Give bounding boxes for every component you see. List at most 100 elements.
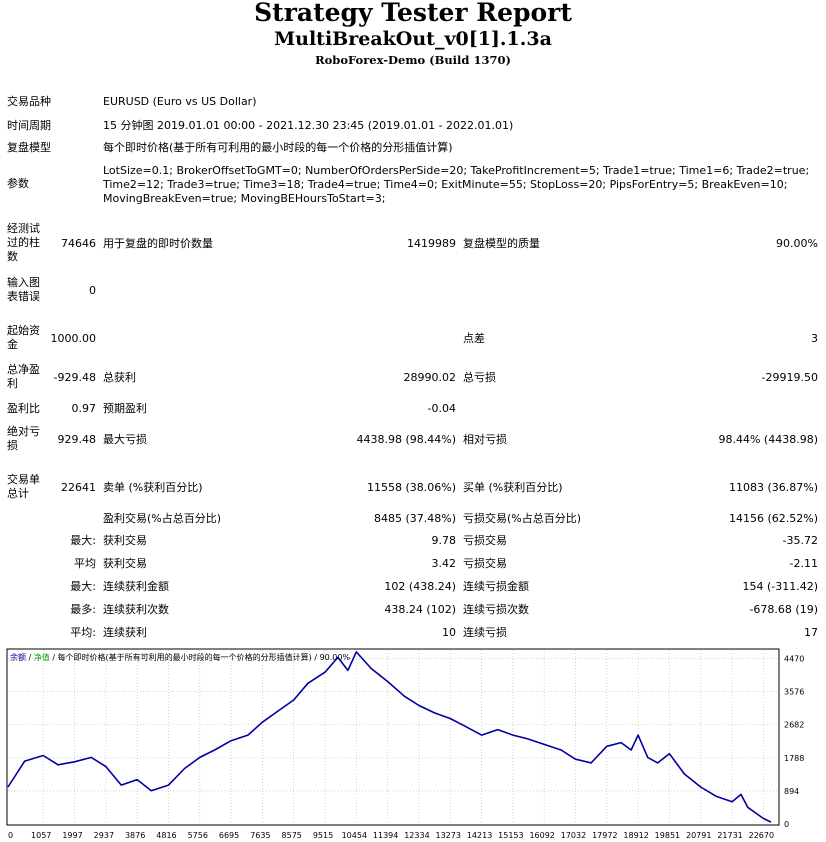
largest-loss-value: -35.72 [782, 534, 818, 547]
largest-profit-label: 获利交易 [103, 534, 147, 547]
long-value: 11083 (36.87%) [728, 481, 818, 494]
x-tick-label: 4816 [156, 831, 176, 840]
largest-profit-value: 9.78 [431, 534, 457, 547]
avg2-prefix: 平均: [70, 626, 96, 639]
bars-label: 经测试过的柱数 [7, 222, 40, 263]
pf-label: 盈利比 [7, 402, 40, 415]
x-tick-label: 19851 [655, 831, 680, 840]
net-label: 总净盈利 [7, 363, 40, 390]
rel-dd-label: 相对亏损 [463, 433, 507, 446]
y-tick-label: 4470 [784, 655, 804, 664]
legend-balance: 余额 [10, 652, 26, 662]
x-tick-label: 11394 [373, 831, 398, 840]
payoff-value: -0.04 [427, 402, 456, 415]
x-tick-label: 6695 [219, 831, 239, 840]
report-title: Strategy Tester Report [254, 0, 572, 27]
max-consec-loss-value: -678.68 (19) [749, 603, 818, 616]
legend-rest: / 每个即时价格(基于所有可利用的最小时段的每一个价格的分形插值计算) / 90… [50, 652, 351, 662]
x-tick-label: 20791 [686, 831, 711, 840]
largest-loss-label: 亏损交易 [463, 534, 507, 547]
params-value: LotSize=0.1; BrokerOffsetToGMT=0; Number… [103, 164, 810, 205]
max-prefix: 最大: [70, 534, 96, 547]
gross-profit-value: 28990.02 [403, 371, 457, 384]
x-tick-label: 16092 [529, 831, 554, 840]
max-consec-profit-value: 438.24 (102) [384, 603, 456, 616]
x-tick-label: 12334 [404, 831, 429, 840]
chart-legend: 余额 / 净值 / 每个即时价格(基于所有可利用的最小时段的每一个价格的分形插值… [10, 652, 350, 662]
x-tick-labels: 0 1057 1997 2937 3876 4816 5756 6695 7635 8575 951… [8, 831, 774, 840]
legend-sep: / [26, 653, 34, 662]
y-tick-label: 1788 [784, 754, 804, 763]
avg-consec-losses-label: 连续亏损 [463, 626, 507, 639]
trades-value: 22641 [61, 481, 96, 494]
y-tick-label: 2682 [784, 721, 804, 730]
symbol-label: 交易品种 [7, 95, 51, 108]
symbol-value: EURUSD (Euro vs US Dollar) [103, 95, 257, 108]
legend-equity: 净值 [34, 652, 50, 662]
max-consec-wins-value: 102 (438.24) [384, 580, 456, 593]
profit-trades-label: 盈利交易(%占总百分比) [103, 512, 222, 525]
max-dd-label: 最大亏损 [103, 433, 147, 446]
x-tick-label: 7635 [250, 831, 270, 840]
x-tick-label: 13273 [436, 831, 461, 840]
y-tick-labels: 0 894 1788 2682 3576 4470 [784, 655, 804, 829]
max-consec-losses-value: 154 (-311.42) [742, 580, 818, 593]
max-consec-losses-label: 连续亏损金额 [463, 580, 529, 593]
loss-trades-label: 亏损交易(%占总百分比) [463, 512, 582, 525]
quality-value: 90.00% [776, 237, 818, 250]
trades-label: 交易单总计 [7, 473, 40, 500]
avg-profit-value: 3.42 [431, 557, 457, 570]
abs-dd-value: 929.48 [57, 433, 97, 446]
bars-value: 74646 [61, 237, 96, 250]
max-consec-loss-label: 连续亏损次数 [463, 603, 529, 616]
profit-trades-value: 8485 (37.48%) [373, 512, 456, 525]
spread-label: 点差 [463, 332, 485, 345]
chart-grid [8, 650, 778, 824]
avg-consec-losses-value: 17 [804, 626, 818, 639]
max2-prefix: 最大: [70, 580, 96, 593]
model-value: 每个即时价格(基于所有可利用的最小时段的每一个价格的分形插值计算) [103, 141, 453, 154]
x-tick-label: 22670 [749, 831, 774, 840]
max-consec-wins-label: 连续获利金额 [103, 580, 169, 593]
payoff-label: 预期盈利 [103, 402, 147, 415]
x-tick-label: 8575 [282, 831, 302, 840]
balance-chart: 余额 / 净值 / 每个即时价格(基于所有可利用的最小时段的每一个价格的分形插值… [6, 648, 804, 840]
deposit-label: 起始资金 [7, 324, 40, 351]
x-tick-label: 3876 [125, 831, 145, 840]
params-label: 参数 [7, 177, 29, 190]
spread-value: 3 [811, 332, 818, 345]
max-consec-profit-label: 连续获利次数 [103, 603, 169, 616]
ticks-value: 1419989 [407, 237, 456, 250]
x-tick-label: 0 [8, 831, 13, 840]
avg-prefix: 平均 [74, 557, 96, 570]
rel-dd-value: 98.44% (4438.98) [718, 433, 818, 446]
avg-loss-label: 亏损交易 [463, 557, 507, 570]
x-tick-label: 1057 [31, 831, 51, 840]
x-tick-label: 17032 [561, 831, 586, 840]
gross-loss-value: -29919.50 [761, 371, 818, 384]
avg-consec-wins-value: 10 [442, 626, 456, 639]
abs-dd-label: 绝对亏损 [7, 425, 40, 452]
plot-frame [6, 648, 780, 826]
ticks-label: 用于复盘的即时价数量 [103, 237, 213, 250]
most-prefix: 最多: [70, 603, 96, 616]
gross-loss-label: 总亏损 [463, 371, 496, 384]
gross-profit-label: 总获利 [103, 371, 136, 384]
x-tick-label: 18912 [623, 831, 648, 840]
x-tick-label: 21731 [717, 831, 742, 840]
x-tick-label: 17972 [592, 831, 617, 840]
model-label: 复盘模型 [7, 141, 51, 154]
net-value: -929.48 [53, 371, 96, 384]
x-tick-label: 1997 [62, 831, 82, 840]
avg-profit-label: 获利交易 [103, 557, 147, 570]
server-build: RoboForex-Demo (Build 1370) [315, 53, 511, 67]
y-tick-label: 0 [784, 820, 789, 829]
x-tick-label: 5756 [188, 831, 208, 840]
y-tick-label: 894 [784, 787, 799, 796]
short-label: 卖单 (%获利百分比) [103, 481, 203, 494]
quality-label: 复盘模型的质量 [463, 237, 540, 250]
x-tick-label: 9515 [313, 831, 333, 840]
short-value: 11558 (38.06%) [366, 481, 456, 494]
deposit-value: 1000.00 [50, 332, 97, 345]
loss-trades-value: 14156 (62.52%) [728, 512, 818, 525]
